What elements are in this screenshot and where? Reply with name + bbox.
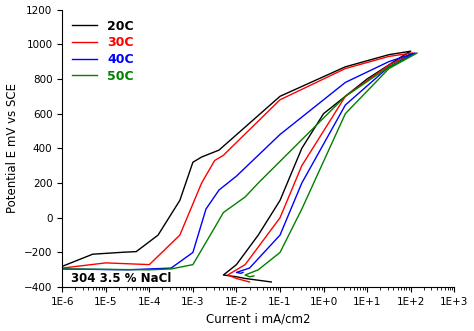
Legend: 20C, 30C, 40C, 50C: 20C, 30C, 40C, 50C [68, 16, 137, 86]
40C [240, 270, 246, 274]
40C [412, 51, 418, 55]
Line: 20C: 20C [62, 51, 410, 282]
50C [238, 198, 244, 202]
Line: 30C: 30C [62, 53, 413, 282]
30C [370, 74, 376, 78]
50C [414, 51, 420, 55]
Text: 304 3.5 % NaCl: 304 3.5 % NaCl [71, 272, 171, 285]
50C [311, 181, 317, 185]
20C [149, 238, 155, 242]
30C [261, 114, 267, 118]
20C [229, 137, 235, 141]
30C [177, 233, 182, 237]
50C [259, 177, 265, 181]
50C [303, 198, 309, 202]
40C [343, 103, 348, 107]
20C [59, 264, 65, 268]
20C [158, 228, 164, 232]
40C [299, 181, 305, 185]
X-axis label: Current i mA/cm2: Current i mA/cm2 [206, 312, 310, 325]
30C [246, 280, 252, 284]
40C [59, 267, 65, 271]
50C [246, 275, 252, 279]
20C [381, 54, 387, 58]
40C [234, 174, 239, 178]
Y-axis label: Potential E mV vs SCE: Potential E mV vs SCE [6, 83, 18, 213]
30C [358, 83, 364, 87]
20C [64, 262, 69, 266]
30C [59, 266, 65, 270]
40C [238, 271, 244, 275]
30C [212, 159, 218, 163]
20C [408, 49, 413, 53]
50C [251, 274, 257, 278]
40C [296, 189, 301, 193]
Line: 40C: 40C [62, 53, 415, 273]
20C [319, 75, 325, 79]
40C [261, 148, 267, 152]
50C [59, 267, 65, 271]
50C [386, 65, 392, 69]
40C [402, 54, 408, 58]
Line: 50C: 50C [62, 53, 417, 277]
30C [410, 51, 416, 55]
50C [355, 99, 360, 103]
30C [91, 262, 96, 266]
20C [268, 280, 274, 284]
